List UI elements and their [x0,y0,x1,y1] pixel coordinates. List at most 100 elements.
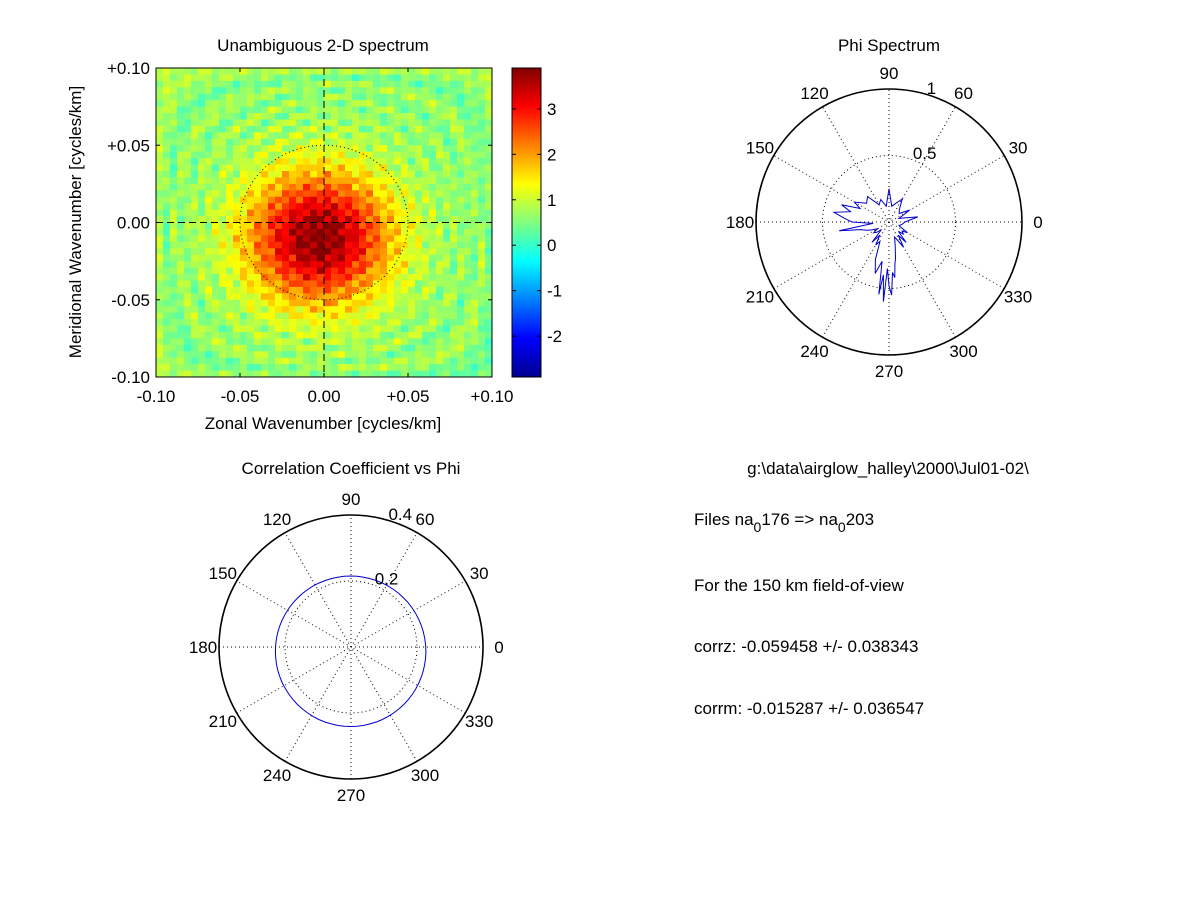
heatmap-cell [401,280,409,288]
heatmap-cell [366,241,374,249]
heatmap-cell [254,216,262,223]
heatmap-cell [296,274,304,281]
heatmap-cell [457,125,465,133]
heatmap-cell [275,280,283,288]
heatmap-cell [156,319,164,326]
heatmap-cell [205,190,213,198]
heatmap-cell [219,216,227,223]
heatmap-cell [443,158,451,165]
heatmap-cell [436,216,444,223]
heatmap-cell [282,68,290,75]
heatmap-cell [422,151,430,159]
heatmap-cell [352,241,360,249]
colorbar-tick-label: -1 [547,282,562,301]
heatmap-cell [394,370,402,378]
heatmap-cell [240,293,248,301]
heatmap-cell [443,254,451,262]
heatmap-cell [401,254,409,262]
heatmap-cell [226,280,234,288]
heatmap-cell [156,344,164,352]
heatmap-cell [359,364,367,371]
heatmap-cell [471,364,479,371]
heatmap-cell [331,286,339,294]
heatmap-cell [261,319,269,326]
heatmap-cell [240,190,248,198]
heatmap-cell [485,119,493,127]
heatmap-cell [485,235,493,243]
heatmap-cell [275,267,283,275]
heatmap-cell [415,125,423,133]
heatmap-cell [373,357,381,365]
heatmap-cell [226,216,234,223]
heatmap-cell [380,351,388,359]
heatmap-cell [387,138,395,146]
heatmap-cell [282,119,290,127]
heatmap-cell [471,196,479,204]
heatmap-cell [233,80,241,88]
heatmap-cell [282,248,290,256]
heatmap-cell [485,209,493,217]
heatmap-cell [254,241,262,249]
heatmap-cell [478,338,486,346]
heatmap-cell [177,80,185,88]
heatmap-cell [331,190,339,198]
heatmap-cell [380,106,388,114]
heatmap-cell [233,158,241,165]
heatmap-cell [478,254,486,262]
heatmap-cell [268,93,276,101]
heatmap-cell [261,132,269,140]
heatmap-cell [471,145,479,153]
heatmap-cell [198,228,206,236]
heatmap-cell [219,113,227,120]
heatmap-cell [380,325,388,333]
heatmap-cell [275,164,283,172]
heatmap-cell [422,286,430,294]
heatmap-cell [282,331,290,339]
heatmap-cell [338,125,346,133]
heatmap-cell [324,286,332,294]
heatmap-cell [450,106,458,114]
heatmap-cell [394,222,402,230]
heatmap-cell [296,132,304,140]
polar-angle-label: 180 [189,638,217,657]
heatmap-cell [485,293,493,301]
heatmap-cell [429,325,437,333]
heatmap-cell [268,241,276,249]
heatmap-cell [471,267,479,275]
heatmap-cell [429,312,437,320]
heatmap-cell [184,209,192,217]
heatmap-cell [163,119,171,127]
heatmap-cell [394,216,402,223]
heatmap-cell [359,100,367,108]
heatmap-cell [282,351,290,359]
heatmap-cell [310,357,318,365]
heatmap-cell [485,364,493,371]
heatmap-cell [226,344,234,352]
heatmap-cell [422,370,430,378]
heatmap-cell [324,267,332,275]
heatmap-cell [415,106,423,114]
heatmap-cell [317,228,325,236]
heatmap-cell [359,248,367,256]
heatmap-cell [240,325,248,333]
heatmap-cell [359,319,367,326]
heatmap-cell [282,280,290,288]
heatmap-cell [478,357,486,365]
heatmap-cell [156,216,164,223]
heatmap-cell [226,274,234,281]
heatmap-cell [450,222,458,230]
heatmap-cell [282,222,290,230]
heatmap-cell [338,286,346,294]
heatmap-cell [408,280,416,288]
heatmap-cell [240,93,248,101]
heatmap-cell [422,312,430,320]
heatmap-cell [429,190,437,198]
heatmap-cell [429,145,437,153]
heatmap-cell [338,222,346,230]
heatmap-cell [380,299,388,307]
heatmap-y-tick-label: -0.05 [111,291,150,310]
heatmap-cell [219,87,227,95]
heatmap-cell [205,351,213,359]
heatmap-cell [443,306,451,314]
heatmap-cell [163,254,171,262]
